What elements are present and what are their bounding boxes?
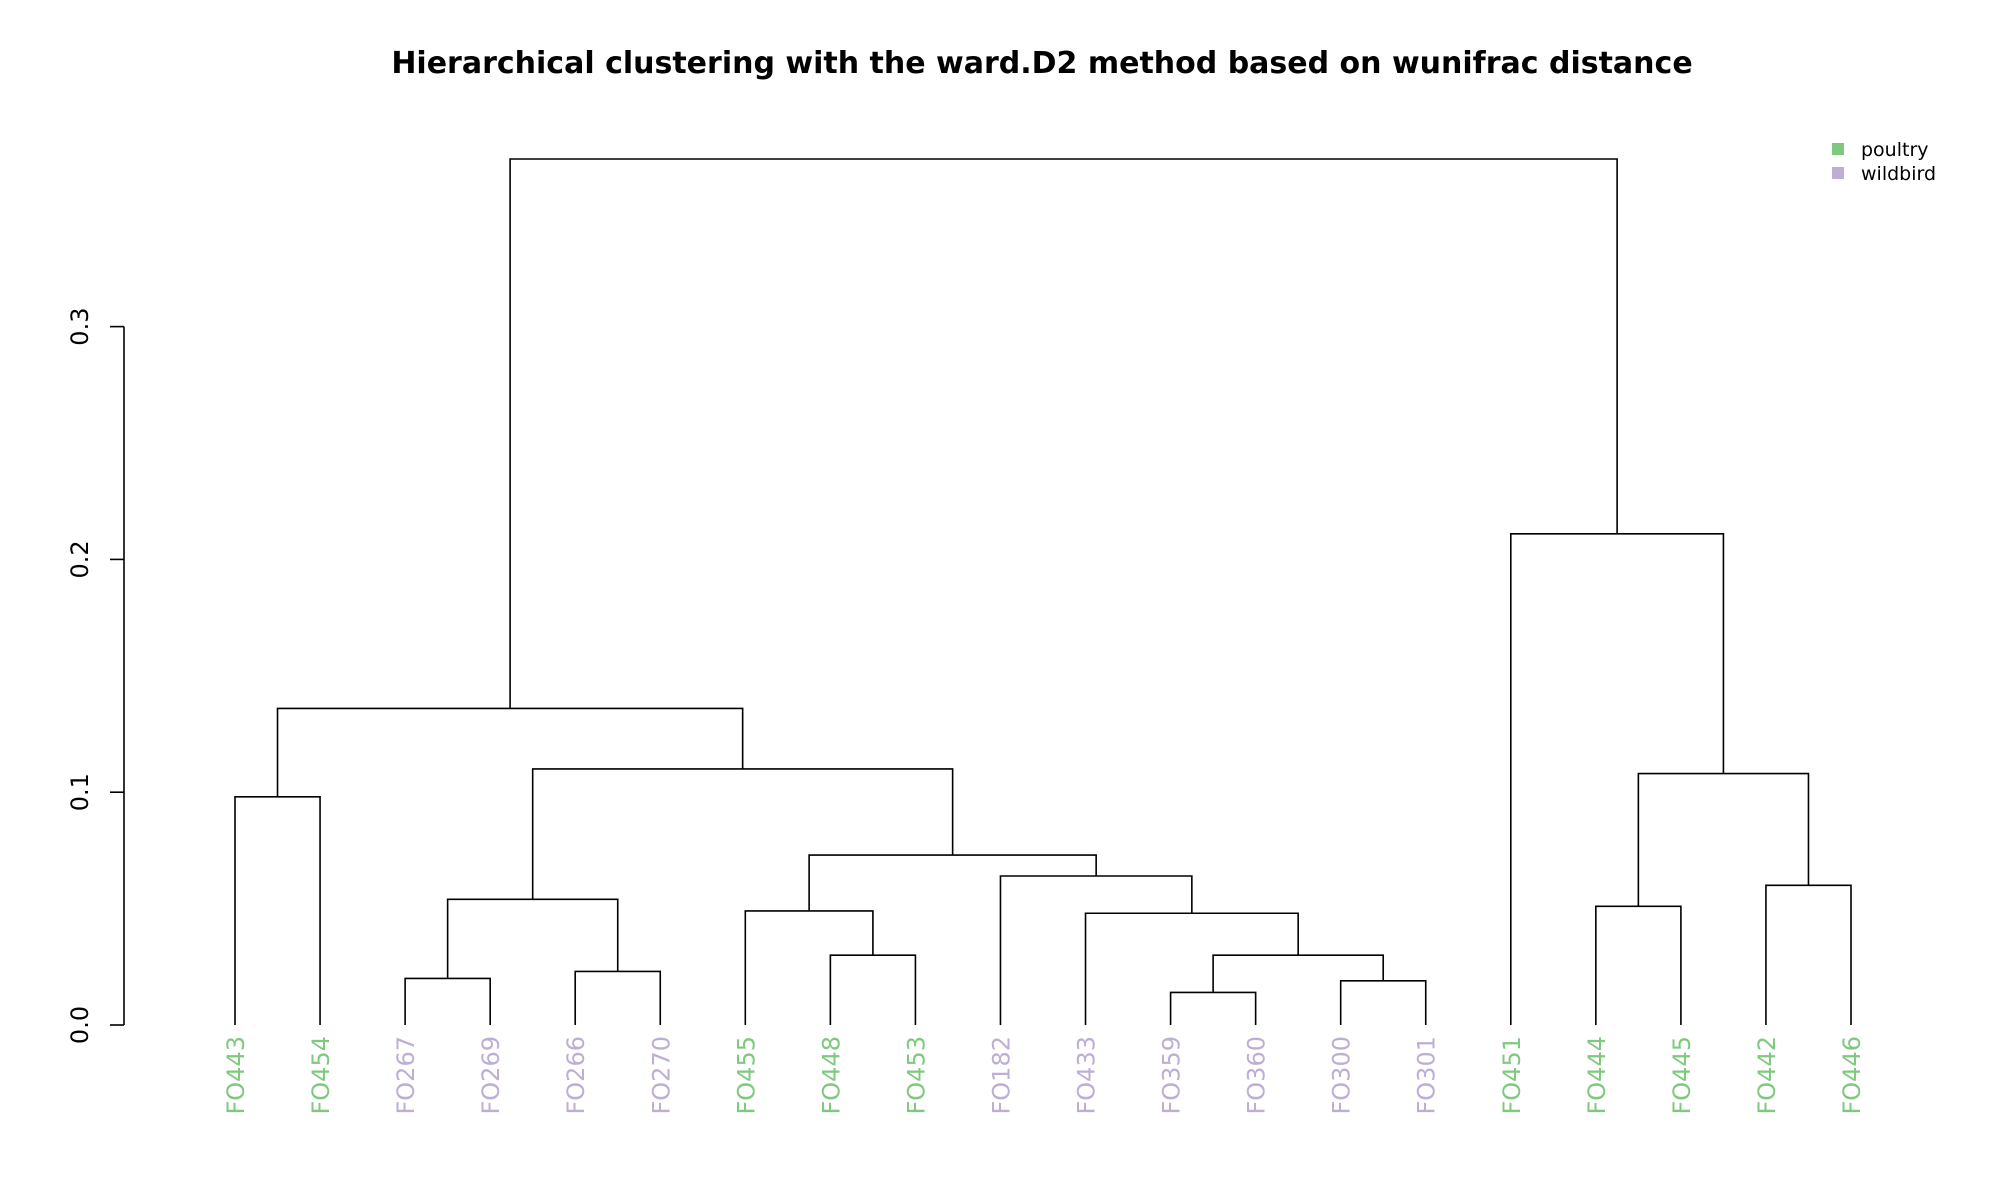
leaf-label: FO451 [1498,1036,1526,1115]
leaf-label: FO269 [477,1036,505,1115]
y-tick-label: 0.2 [66,540,94,578]
leaf-label: FO454 [307,1036,335,1115]
leaf-label: FO453 [902,1036,930,1115]
leaf-label: FO448 [817,1036,845,1115]
dendrogram-branch [1212,954,1385,993]
dendrogram-branch [999,875,1193,1025]
dendrogram-branch [744,910,874,1025]
legend-swatch [1832,143,1844,155]
dendrogram-branch [1084,912,1299,1025]
leaf-label: FO433 [1073,1036,1101,1115]
leaf-label: FO359 [1158,1036,1186,1115]
leaf-label: FO445 [1668,1036,1696,1115]
legend-swatch [1832,167,1844,179]
leaf-label: FO360 [1243,1036,1271,1115]
dendrogram-branch [1765,884,1852,1025]
chart-title: Hierarchical clustering with the ward.D2… [391,46,1692,81]
y-tick-label: 0.1 [66,773,94,811]
leaf-label: FO444 [1583,1036,1611,1115]
dendrogram-branch [1509,533,1725,1025]
dendrogram-branch [829,954,917,1025]
y-tick-label: 0.0 [66,1006,94,1044]
dendrogram-branches [234,158,1852,1025]
dendrogram-branch [1339,979,1427,1025]
leaf-label: FO182 [987,1036,1015,1115]
legend-label: wildbird [1861,163,1936,185]
y-axis: 0.0 0.1 0.2 0.3 [66,308,125,1044]
leaf-label: FO266 [562,1036,590,1115]
dendrogram-branch [404,977,491,1025]
leaf-label: FO300 [1328,1036,1356,1115]
dendrogram-branch [276,707,744,797]
legend-label: poultry [1861,139,1929,161]
dendrogram-branch [531,768,954,900]
leaf-labels: FO443 FO454 FO267 FO269 FO266 FO270 FO455 FO448… [222,1036,1866,1115]
y-tick-label: 0.3 [66,308,94,346]
dendrogram-branch [808,854,1097,911]
leaf-label: FO446 [1838,1036,1866,1115]
leaf-label: FO267 [392,1036,420,1115]
leaf-label: FO270 [647,1036,675,1115]
leaf-label: FO301 [1413,1036,1441,1115]
dendrogram-branch [446,898,619,979]
dendrogram-branch [574,970,662,1025]
dendrogram-branch [234,796,321,1025]
dendrogram-branch [1637,772,1810,907]
dendrogram-branch [509,158,1618,709]
dendrogram-branch [1169,991,1257,1025]
leaf-label: FO455 [732,1036,760,1115]
leaf-label: FO443 [222,1036,250,1115]
dendrogram-branch [1595,905,1682,1025]
leaf-label: FO442 [1753,1036,1781,1115]
